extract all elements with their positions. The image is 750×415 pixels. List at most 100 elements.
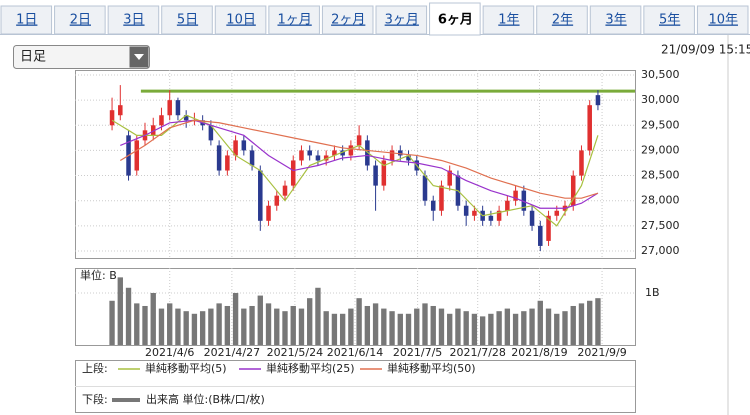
tab[interactable]: 5年 bbox=[643, 5, 695, 35]
tab-bg[interactable] bbox=[696, 5, 749, 35]
tab-bg[interactable] bbox=[107, 5, 160, 35]
tab-label[interactable]: 1ヶ月 bbox=[278, 13, 312, 28]
tab-label[interactable]: 3ヶ月 bbox=[385, 13, 419, 28]
y-tick-label: 30,500 bbox=[641, 68, 680, 81]
volume-bar bbox=[158, 308, 165, 345]
candle-body bbox=[389, 150, 395, 161]
candle-body bbox=[323, 155, 329, 161]
x-tick-label: 2021/7/5 bbox=[393, 346, 442, 359]
tab-bg[interactable] bbox=[589, 5, 642, 35]
volume-bar bbox=[307, 298, 313, 345]
volume-bar bbox=[282, 311, 288, 345]
tab-bg[interactable] bbox=[536, 5, 588, 35]
tab[interactable]: 2日 bbox=[54, 5, 106, 35]
candle-body bbox=[225, 155, 230, 171]
volume-bar bbox=[397, 313, 403, 345]
volume-bar bbox=[381, 308, 387, 345]
volume-bar bbox=[463, 311, 469, 345]
candle-body bbox=[258, 170, 263, 221]
tab[interactable]: 3日 bbox=[107, 5, 160, 35]
volume-bar bbox=[134, 303, 140, 345]
tab-label[interactable]: 10年 bbox=[708, 13, 738, 28]
volume-bar bbox=[512, 313, 519, 345]
volume-bar bbox=[504, 308, 511, 345]
moving-average-line bbox=[111, 114, 599, 227]
tab-label[interactable]: 3日 bbox=[123, 13, 144, 28]
volume-bar bbox=[455, 308, 461, 345]
moving-average-line bbox=[120, 119, 599, 209]
candle-body bbox=[216, 145, 222, 171]
tab-bg[interactable] bbox=[54, 5, 106, 35]
volume-bar bbox=[208, 308, 214, 345]
tab-bg[interactable] bbox=[429, 2, 481, 36]
candle-body bbox=[488, 215, 494, 221]
candle-body bbox=[315, 155, 321, 161]
candle-body bbox=[529, 210, 535, 226]
volume-bar bbox=[290, 305, 296, 345]
volume-bar bbox=[117, 277, 123, 345]
tab[interactable]: 1年 bbox=[482, 5, 535, 35]
candle-body bbox=[430, 200, 436, 211]
y-tick-label: 28,500 bbox=[641, 169, 680, 182]
candle-body bbox=[422, 175, 428, 201]
tab[interactable]: 5日 bbox=[161, 5, 213, 35]
tab[interactable]: 3年 bbox=[589, 5, 642, 35]
volume-bar bbox=[372, 303, 379, 345]
tab[interactable]: 3ヶ月 bbox=[375, 5, 428, 35]
volume-bar bbox=[356, 298, 362, 345]
tab-bg[interactable] bbox=[214, 5, 267, 35]
tab[interactable]: 1日 bbox=[0, 5, 53, 35]
candle-body bbox=[554, 210, 560, 216]
candle-body bbox=[274, 195, 280, 206]
moving-average-line bbox=[119, 119, 599, 199]
candle-body bbox=[439, 185, 444, 211]
tab-bg[interactable] bbox=[375, 5, 428, 35]
volume-bar bbox=[496, 311, 502, 345]
candle-body bbox=[183, 115, 189, 121]
tab-bg[interactable] bbox=[321, 5, 374, 35]
tab[interactable]: 10日 bbox=[214, 5, 267, 35]
tab-bg[interactable] bbox=[268, 5, 320, 35]
y-tick-label: 30,000 bbox=[641, 93, 680, 106]
tab-label[interactable]: 5日 bbox=[177, 13, 198, 28]
dropdown-box[interactable] bbox=[13, 45, 150, 69]
volume-bar bbox=[471, 313, 478, 345]
volume-bar bbox=[438, 308, 445, 345]
volume-bar bbox=[224, 305, 231, 345]
tab-label[interactable]: 3年 bbox=[605, 13, 626, 28]
tab[interactable]: 10年 bbox=[696, 5, 749, 35]
tab[interactable]: 2年 bbox=[536, 5, 588, 35]
tab[interactable]: 1ヶ月 bbox=[268, 5, 320, 35]
tab-bg[interactable] bbox=[482, 5, 535, 35]
tab-bg[interactable] bbox=[0, 5, 53, 35]
volume-bar bbox=[191, 313, 198, 345]
tab-bg[interactable] bbox=[161, 5, 213, 35]
volume-bar bbox=[274, 308, 280, 345]
candle-body bbox=[373, 165, 378, 186]
tab[interactable]: 2ヶ月 bbox=[321, 5, 374, 35]
tab-label[interactable]: 2ヶ月 bbox=[331, 13, 365, 28]
tab-label[interactable]: 6ヶ月 bbox=[438, 13, 473, 28]
x-tick-label: 2021/8/19 bbox=[511, 346, 567, 359]
tab-label[interactable]: 1年 bbox=[498, 13, 519, 28]
volume-bar bbox=[570, 305, 576, 345]
tab-bg[interactable] bbox=[643, 5, 695, 35]
dropdown[interactable]: 日足 bbox=[13, 45, 150, 69]
candle-body bbox=[579, 150, 584, 176]
tab-label[interactable]: 2年 bbox=[552, 13, 573, 28]
tab-label[interactable]: 10日 bbox=[226, 13, 256, 28]
tab-label[interactable]: 1日 bbox=[16, 13, 37, 28]
volume-bar bbox=[529, 308, 535, 345]
candle-body bbox=[348, 145, 354, 156]
y-tick-label: 27,000 bbox=[641, 244, 680, 257]
volume-bar bbox=[142, 305, 148, 345]
volume-bar bbox=[125, 287, 132, 345]
volume-bar bbox=[447, 313, 453, 345]
y-tick-label: 29,500 bbox=[641, 118, 680, 131]
tab-label[interactable]: 2日 bbox=[70, 13, 91, 28]
y-tick-label: 29,000 bbox=[641, 143, 680, 156]
volume-bar bbox=[587, 300, 593, 345]
tab-label[interactable]: 5年 bbox=[659, 13, 680, 28]
tab[interactable]: 6ヶ月 bbox=[429, 2, 481, 36]
